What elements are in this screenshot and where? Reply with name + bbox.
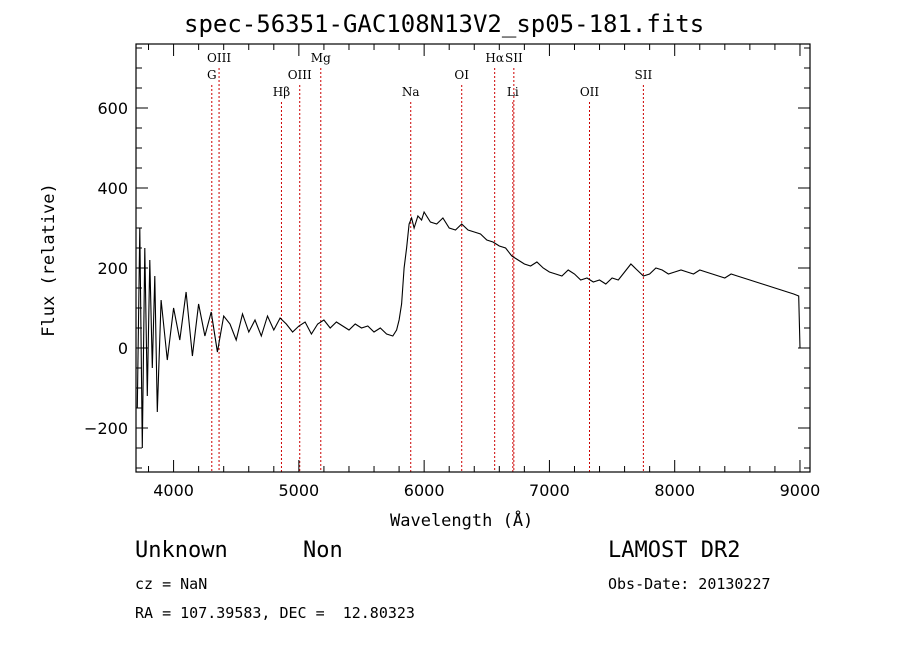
line-marker-label: OIII	[288, 68, 312, 82]
line-marker-label: SII	[505, 51, 523, 65]
line-marker-label: OIII	[207, 51, 231, 65]
y-axis-label: Flux (relative)	[38, 183, 59, 337]
line-marker-label: Hα	[485, 51, 504, 65]
survey-text: LAMOST DR2	[608, 538, 741, 563]
redshift-text: cz = NaN	[135, 575, 208, 593]
y-tick-label: 400	[97, 179, 128, 198]
obs-date-text: Obs-Date: 20130227	[608, 575, 771, 593]
line-marker-label: G	[207, 68, 217, 82]
spectrum-series-line	[136, 210, 802, 449]
plot-frame	[135, 43, 811, 473]
x-tick-label: 4000	[153, 481, 194, 500]
y-tick-label: 0	[118, 339, 128, 358]
x-tick-label: 9000	[780, 481, 821, 500]
line-marker-label: SII	[635, 68, 653, 82]
line-marker-label: Hβ	[273, 85, 290, 99]
x-tick-label: 5000	[279, 481, 320, 500]
tick-labels: 4000 5000 6000 7000 8000 9000 −200 0 200 400 600	[84, 99, 820, 500]
line-marker-label: Na	[402, 85, 420, 99]
chart-title: spec-56351-GAC108N13V2_sp05-181.fits	[184, 10, 705, 38]
axis-ticks	[136, 44, 810, 472]
line-marker-label: Mg	[311, 51, 331, 65]
x-axis-label: Wavelength (Å)	[390, 511, 534, 531]
coordinates-text: RA = 107.39583, DEC = 12.80323	[135, 604, 415, 622]
classification-text: Unknown	[135, 538, 228, 563]
line-marker-label: OI	[454, 68, 469, 82]
line-marker-label: OII	[580, 85, 600, 99]
x-tick-label: 7000	[529, 481, 570, 500]
y-tick-label: 600	[97, 99, 128, 118]
y-tick-label: 200	[97, 259, 128, 278]
x-tick-label: 6000	[404, 481, 445, 500]
x-tick-label: 8000	[654, 481, 695, 500]
subclass-text: Non	[303, 538, 343, 563]
y-tick-label: −200	[84, 419, 128, 438]
line-marker-label: Li	[507, 85, 519, 99]
line-marker-layer	[211, 68, 644, 472]
